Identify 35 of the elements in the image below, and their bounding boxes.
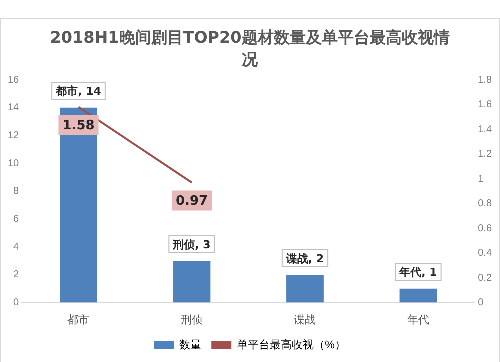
- y2-tick-label: 1: [478, 174, 484, 185]
- y2-tick-label: 0.6: [478, 223, 492, 234]
- y2-tick-label: 0.4: [478, 248, 492, 260]
- y-tick-label: 2: [14, 270, 20, 281]
- y-tick-label: 12: [8, 130, 20, 142]
- data-label: 0.97: [176, 194, 208, 210]
- y-tick-label: 10: [8, 158, 20, 170]
- bar: [173, 261, 211, 303]
- y2-tick-label: 1.2: [478, 149, 492, 160]
- y2-tick-label: 1.8: [478, 74, 492, 86]
- y-tick-label: 4: [14, 242, 20, 253]
- data-label: 刑侦, 3: [172, 238, 211, 252]
- chart-title: 2018H1晚间剧目TOP20题材数量及单平台最高收视情况: [50, 27, 450, 71]
- bar: [400, 288, 438, 303]
- y2-tick-label: 1.4: [478, 124, 492, 136]
- y-tick-label: 8: [14, 186, 20, 198]
- bar: [286, 274, 324, 303]
- y2-tick-label: 0.8: [478, 198, 492, 210]
- y-tick-label: 0: [14, 298, 20, 309]
- data-label: 都市, 14: [55, 85, 102, 98]
- legend-label: 单平台最高收视（%）: [237, 338, 346, 352]
- x-tick-label: 刑侦: [180, 314, 203, 326]
- legend-label: 数量: [180, 340, 202, 352]
- y-tick-label: 16: [8, 74, 20, 86]
- data-label: 1.58: [62, 118, 95, 134]
- x-tick-label: 都市: [68, 313, 90, 326]
- x-tick-label: 年代: [407, 314, 430, 326]
- y2-tick-label: 0.2: [478, 272, 492, 284]
- y2-tick-label: 1.6: [478, 100, 492, 111]
- y-tick-label: 14: [8, 102, 20, 114]
- data-label: 年代, 1: [398, 266, 438, 280]
- data-label: 谍战, 2: [285, 252, 324, 266]
- y2-tick-label: 0: [478, 298, 484, 309]
- y-tick-label: 6: [14, 214, 20, 225]
- x-tick-label: 谍战: [294, 313, 316, 326]
